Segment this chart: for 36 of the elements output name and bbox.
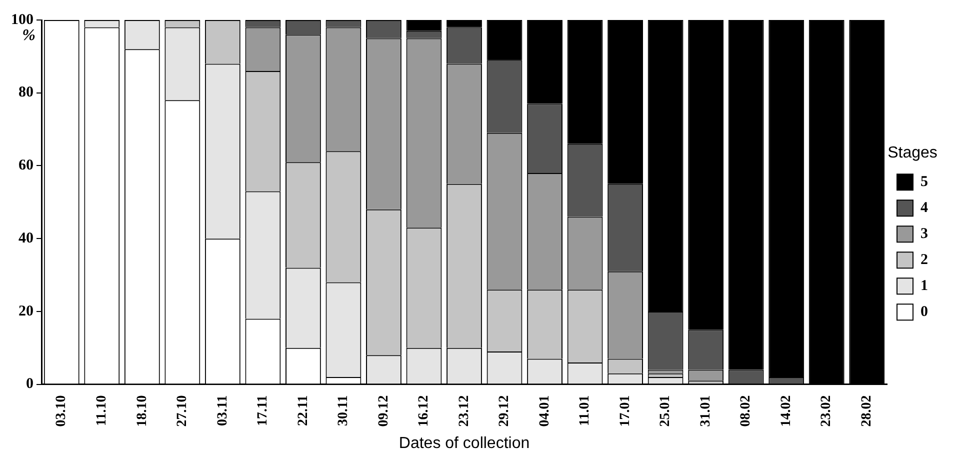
legend-label: 3: [920, 226, 928, 242]
legend-label: 1: [920, 278, 928, 294]
y-tick-label: 60: [18, 158, 34, 174]
x-tick-label: 29.12: [497, 395, 512, 427]
x-tick-label: 14.02: [778, 395, 794, 427]
legend-label: 0: [920, 304, 928, 320]
x-tick-label: 03.10: [54, 395, 70, 427]
legend-label: 5: [920, 174, 928, 190]
y-tick-label: 100: [11, 12, 34, 28]
x-tick-label: 17.01: [618, 395, 633, 427]
x-tick-label: 27.10: [175, 395, 190, 427]
x-tick-label: 23.02: [819, 395, 834, 427]
y-tick-label: 40: [18, 230, 34, 246]
x-tick-label: 17.11: [256, 395, 271, 426]
x-tick-label: 23.12: [456, 395, 472, 427]
y-tick-label: 0: [26, 376, 34, 392]
legend-title: Stages: [888, 144, 938, 162]
x-tick-label: 28.02: [859, 395, 874, 427]
x-tick-label: 08.02: [738, 395, 754, 427]
y-tick-label: 20: [18, 303, 34, 320]
legend-label: 4: [920, 200, 928, 216]
y-tick-label: 80: [18, 84, 34, 101]
x-tick-label: 25.01: [658, 395, 674, 427]
x-tick-label: 04.01: [537, 395, 552, 427]
x-tick-label: 16.12: [416, 395, 432, 427]
x-axis-title: Dates of collection: [398, 434, 530, 452]
x-tick-label: 22.11: [296, 395, 311, 426]
x-tick-label: 30.11: [336, 395, 352, 426]
x-tick-label: 11.01: [578, 395, 593, 426]
x-tick-label: 18.10: [134, 395, 150, 427]
y-axis-title: %: [22, 27, 36, 44]
x-tick-label: 09.12: [376, 395, 392, 427]
legend-label: 2: [920, 252, 928, 268]
x-tick-label: 11.10: [94, 395, 110, 426]
x-tick-label: 03.11: [215, 395, 230, 426]
x-tick-label: 31.01: [698, 395, 714, 427]
